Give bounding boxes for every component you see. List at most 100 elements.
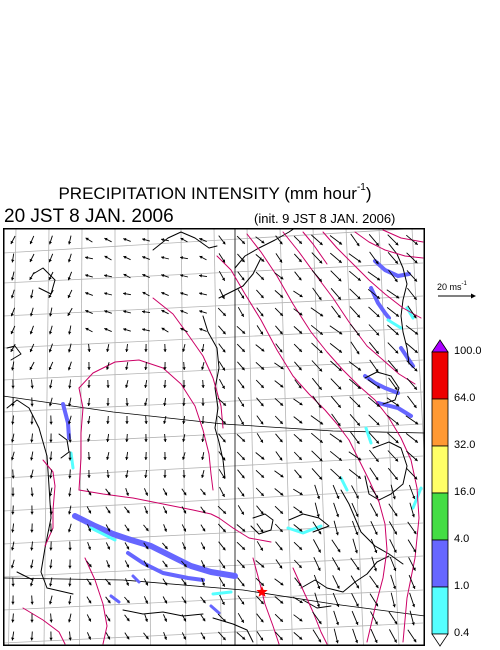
wind-arrow-head xyxy=(414,439,418,443)
wind-arrow-head xyxy=(125,457,129,460)
wind-arrow-icon xyxy=(219,594,225,606)
wind-arrow-head xyxy=(29,366,33,370)
wind-arrow-head xyxy=(396,295,400,299)
wind-arrow-icon xyxy=(386,307,400,317)
wind-arrow-icon xyxy=(367,271,381,281)
wind-arrow-head xyxy=(161,274,165,278)
wind-arrow-icon xyxy=(311,234,323,246)
wind-arrow-head xyxy=(354,550,358,554)
colorbar-segment xyxy=(431,586,449,635)
wind-arrow-head xyxy=(85,327,89,331)
wind-arrow-head xyxy=(30,295,34,299)
wind-arrow-icon xyxy=(68,469,72,479)
wind-arrow-head xyxy=(260,492,264,496)
wind-arrow-head xyxy=(11,637,15,641)
wind-arrow-icon xyxy=(49,379,53,389)
wind-arrow-icon xyxy=(405,325,419,335)
coastline-segment xyxy=(234,228,296,269)
wind-arrow-head xyxy=(241,240,245,244)
wind-arrow-head xyxy=(48,601,53,605)
wind-arrow-icon xyxy=(388,521,398,535)
wind-arrow-head xyxy=(392,586,397,590)
wind-arrow-head xyxy=(279,439,283,443)
wind-arrow-head xyxy=(163,420,167,424)
wind-arrow-head xyxy=(392,496,396,500)
wind-arrow-icon xyxy=(389,629,397,643)
wind-arrow-head xyxy=(48,294,52,298)
wind-arrow-icon xyxy=(348,469,362,479)
wind-arrow-icon xyxy=(48,361,54,371)
wind-arrow-icon xyxy=(124,614,130,622)
wind-arrow-head xyxy=(123,255,127,259)
wind-arrow-icon xyxy=(49,631,53,641)
wind-arrow-icon xyxy=(237,487,245,497)
wind-arrow-head xyxy=(164,492,168,496)
wind-arrow-head xyxy=(299,528,303,532)
wind-arrow-icon xyxy=(386,289,400,299)
wind-arrow-head xyxy=(29,348,33,353)
wind-arrow-head xyxy=(319,368,323,372)
wind-arrow-icon xyxy=(105,524,111,532)
title-exponent: -1 xyxy=(356,182,366,193)
wind-arrow-head xyxy=(180,327,184,331)
wind-arrow-head xyxy=(280,384,284,388)
map-frame xyxy=(3,228,425,646)
wind-arrow-head xyxy=(164,510,168,514)
wind-arrow-icon xyxy=(182,380,186,388)
wind-arrow-head xyxy=(183,528,187,532)
wind-arrow-icon xyxy=(29,343,35,353)
wind-arrow-icon xyxy=(49,559,53,569)
wind-arrow-icon xyxy=(29,361,35,371)
wind-arrow-icon xyxy=(198,292,208,296)
wind-arrow-icon xyxy=(367,288,381,300)
wind-arrow-head xyxy=(123,292,126,296)
wind-arrow-icon xyxy=(369,467,379,481)
wind-arrow-icon xyxy=(329,433,343,443)
wind-arrow-head xyxy=(415,421,419,425)
wind-arrow-head xyxy=(317,549,321,553)
wind-arrow-icon xyxy=(405,433,419,443)
wind-arrow-icon xyxy=(49,505,53,515)
wind-arrow-head xyxy=(414,278,417,282)
wind-arrow-head xyxy=(87,421,91,424)
wind-arrow-head xyxy=(376,295,380,299)
wind-arrow-head xyxy=(241,259,245,263)
contour-line xyxy=(302,231,328,265)
wind-arrow-head xyxy=(414,458,418,461)
wind-arrow-head xyxy=(319,439,323,443)
wind-arrow-head xyxy=(48,241,52,245)
wind-arrow-icon xyxy=(369,449,379,463)
wind-arrow-icon xyxy=(387,324,399,336)
wind-arrow-head xyxy=(298,546,302,550)
wind-arrow-icon xyxy=(312,629,322,643)
wind-arrow-icon xyxy=(199,255,207,261)
wind-arrow-icon xyxy=(352,628,359,644)
contour-line xyxy=(252,557,280,645)
wind-arrow-head xyxy=(280,474,284,478)
wind-arrow-head xyxy=(123,238,127,242)
wind-arrow-head xyxy=(104,255,108,259)
wind-arrow-head xyxy=(183,563,187,567)
coastline-segment xyxy=(122,609,204,617)
colorbar-label: 64.0 xyxy=(454,392,476,404)
wind-arrow-icon xyxy=(256,505,264,515)
wind-arrow-head xyxy=(145,564,149,568)
wind-arrow-icon xyxy=(256,397,264,407)
wind-arrow-head xyxy=(337,314,341,318)
wind-arrow-head xyxy=(107,618,111,622)
wind-arrow-icon xyxy=(11,469,15,479)
wind-arrow-icon xyxy=(68,325,72,335)
wind-arrow-head xyxy=(144,385,148,388)
wind-arrow-head xyxy=(240,619,244,623)
wind-arrow-icon xyxy=(68,235,72,245)
wind-arrow-head xyxy=(261,258,265,262)
wind-arrow-head xyxy=(106,421,110,424)
wind-arrow-head xyxy=(199,292,203,296)
contour-line xyxy=(78,489,220,519)
latitude-line xyxy=(3,262,424,284)
wind-arrow-icon xyxy=(163,451,167,461)
coastline-segment xyxy=(364,371,400,405)
wind-arrow-icon xyxy=(388,503,398,517)
wind-arrow-head xyxy=(280,294,284,298)
precipitation-areas xyxy=(61,259,423,615)
